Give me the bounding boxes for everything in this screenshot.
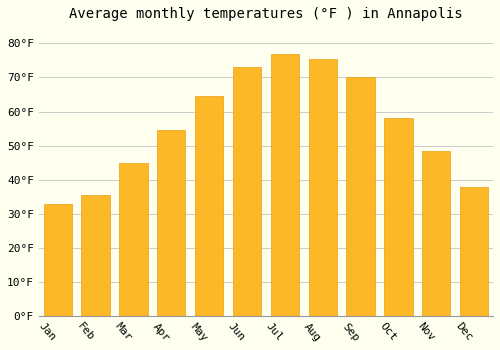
Bar: [384, 118, 412, 316]
Bar: [157, 130, 186, 316]
Bar: [195, 96, 224, 316]
Bar: [308, 59, 337, 316]
Bar: [346, 77, 375, 316]
Bar: [270, 54, 299, 316]
Bar: [460, 187, 488, 316]
Bar: [119, 163, 148, 316]
Bar: [422, 151, 450, 316]
Bar: [233, 67, 261, 316]
Bar: [44, 204, 72, 316]
Title: Average monthly temperatures (°F ) in Annapolis: Average monthly temperatures (°F ) in An…: [69, 7, 462, 21]
Bar: [82, 195, 110, 316]
